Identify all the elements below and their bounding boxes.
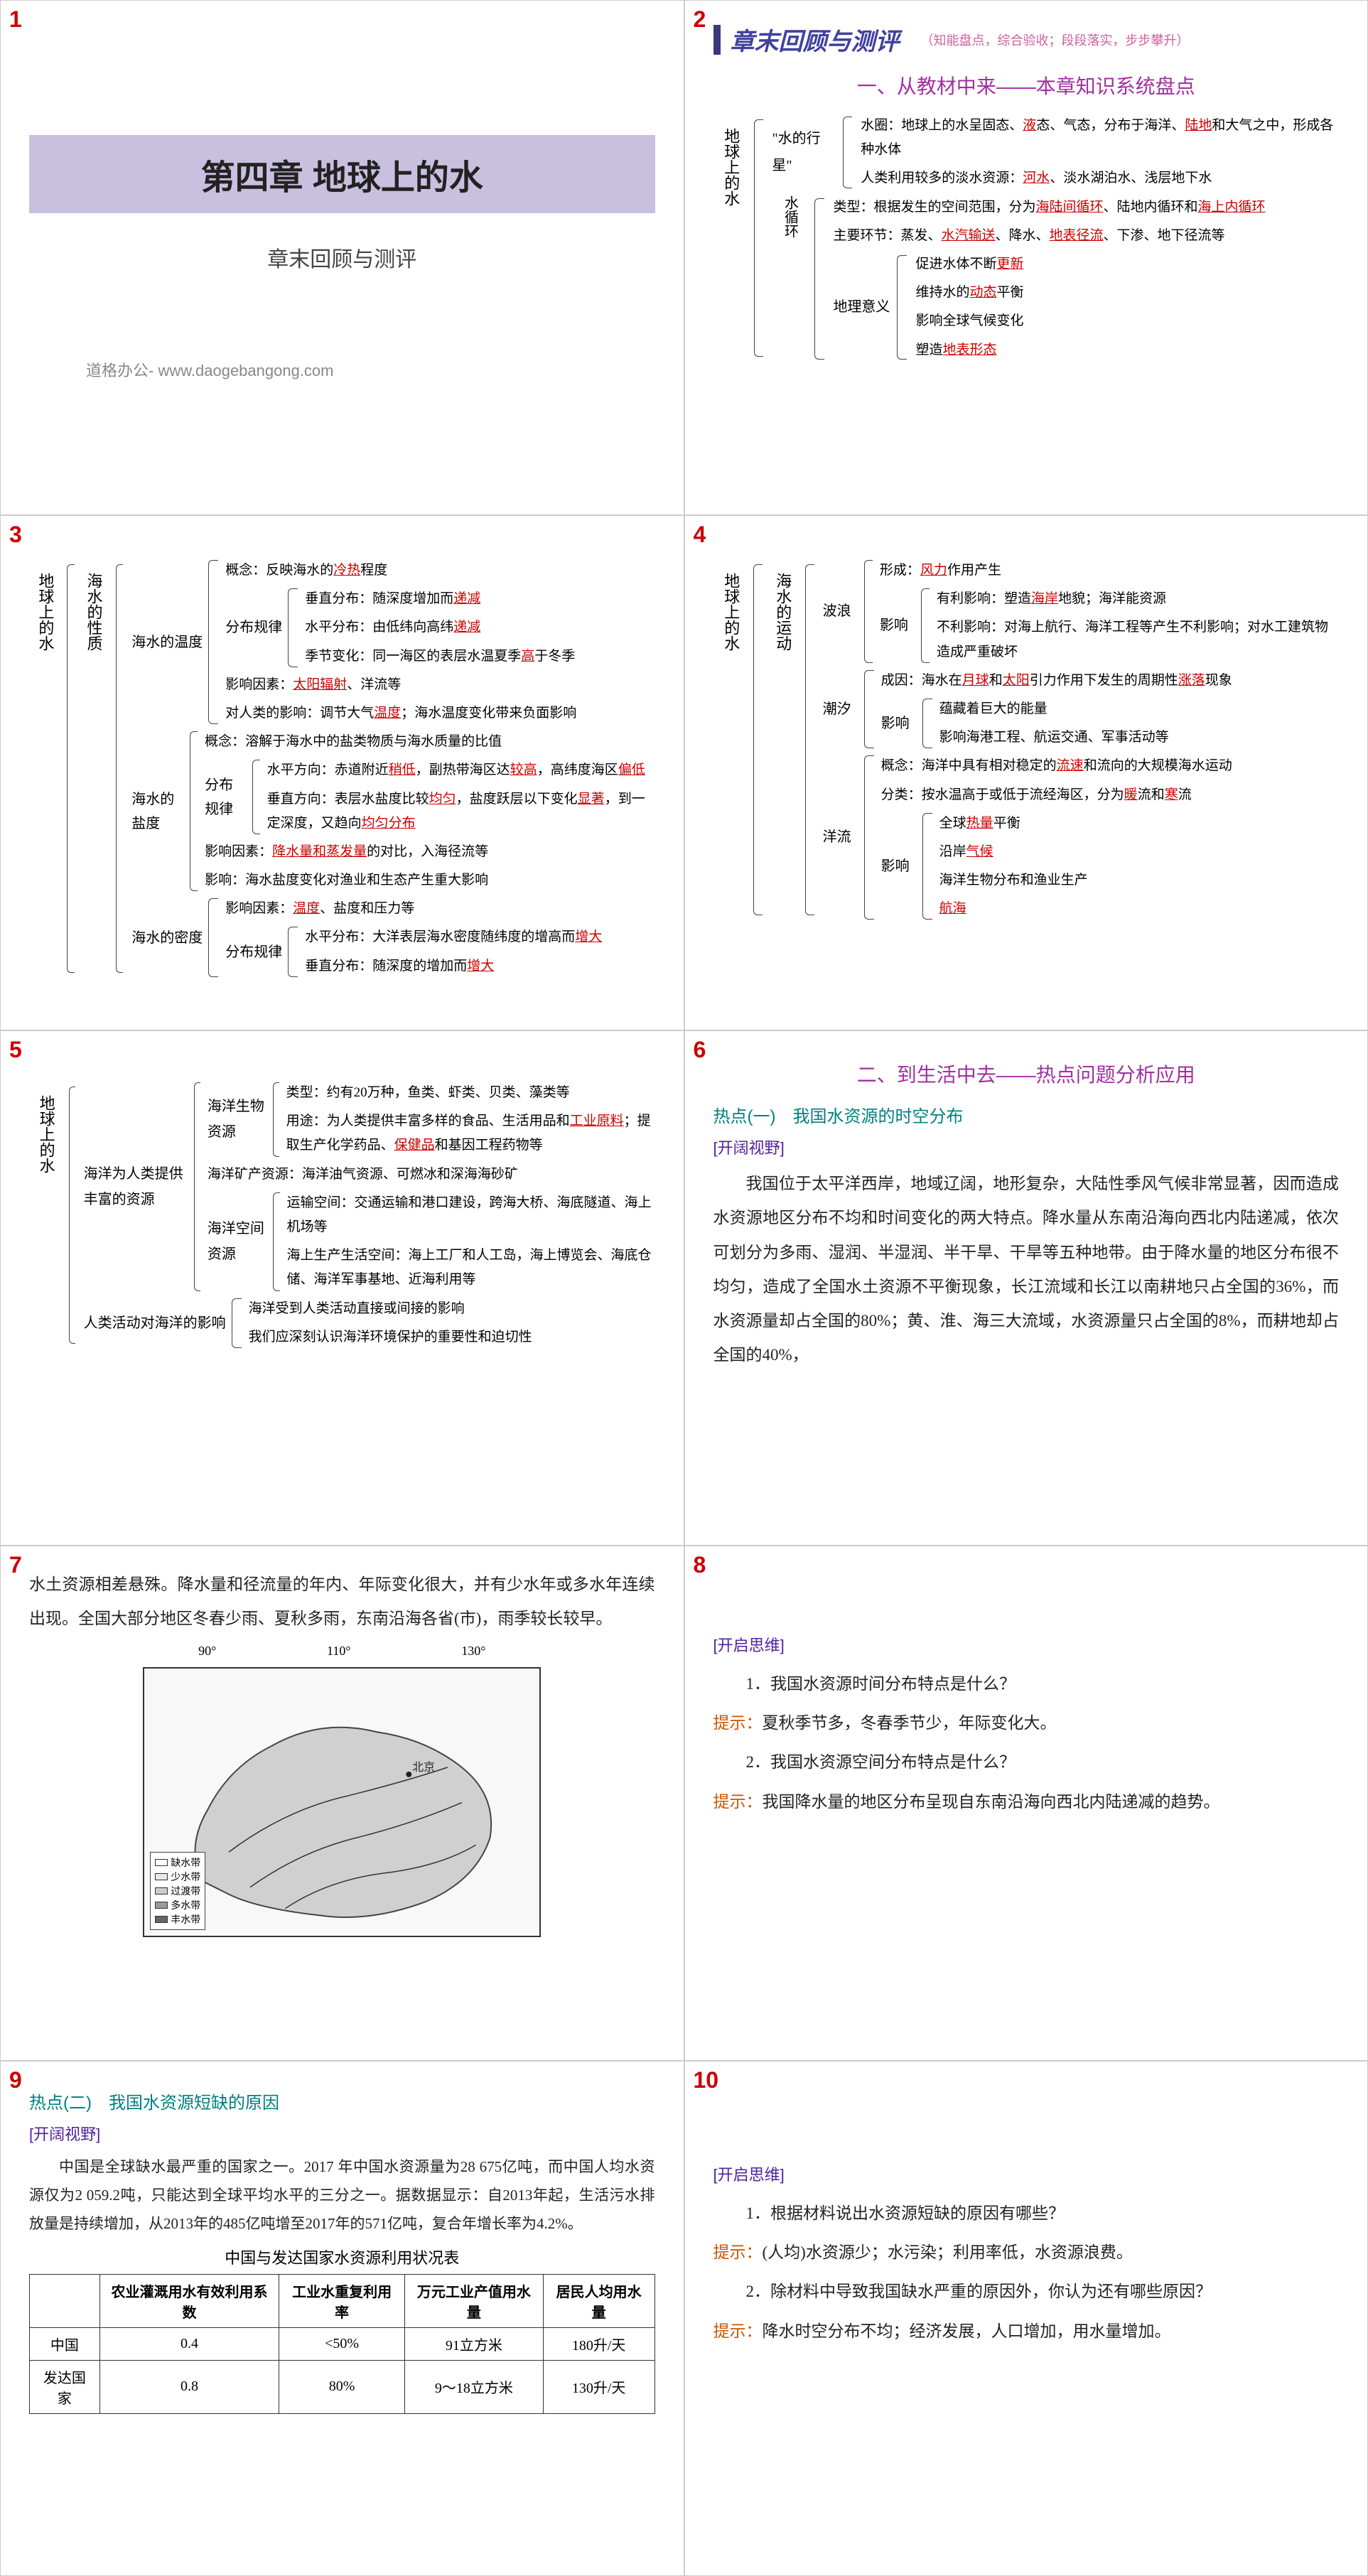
comparison-table: 农业灌溉用水有效利用系数 工业水重复利用率 万元工业产值用水量 居民人均用水量 … <box>29 2274 655 2414</box>
question: 1．我国水资源时间分布特点是什么？ <box>713 1664 1340 1703</box>
label: [开阔视野] <box>29 2122 655 2145</box>
outline-sub: 海水的性质 <box>77 559 109 979</box>
slide-number: 3 <box>9 522 22 548</box>
banner-sub: （知能盘点，综合验收；段段落实，步步攀升） <box>921 31 1190 49</box>
topic-title: 热点(二) 我国水资源短缺的原因 <box>29 2089 655 2113</box>
answer: 提示：降水时空分布不均；经济发展，人口增加，用水量增加。 <box>713 2312 1340 2351</box>
outline-root: 地球上的水 <box>713 559 748 921</box>
slide-2: 2 章末回顾与测评 （知能盘点，综合验收；段段落实，步步攀升） 一、从教材中来—… <box>684 0 1368 515</box>
outline: 地球上的水 "水的行星" 水圈：地球上的水呈固态、液态、气态，分布于海洋、陆地和… <box>713 114 1340 362</box>
qa-list: 1．我国水资源时间分布特点是什么？ 提示：夏秋季节多，冬春季节少，年际变化大。 … <box>713 1664 1340 1821</box>
chapter-title: 第四章 地球上的水 <box>29 149 655 199</box>
outline-sub: 海水的运动 <box>765 559 800 921</box>
question: 2．我国水资源空间分布特点是什么？ <box>713 1742 1340 1782</box>
table-row: 中国 0.4 <50% 91立方米 180升/天 <box>30 2327 655 2360</box>
slide-5: 5 地球上的水 海洋为人类提供丰富的资源 海洋生物资源 类型：约有20万种，鱼类… <box>0 1030 684 1546</box>
section-title: 一、从教材中来——本章知识系统盘点 <box>713 71 1340 99</box>
outline-root: 地球上的水 <box>713 114 749 362</box>
label: [开阔视野] <box>713 1136 1340 1158</box>
slide-number: 4 <box>694 522 706 548</box>
title-bar: 第四章 地球上的水 <box>29 135 655 213</box>
outline-item: 维持水的动态平衡 <box>915 281 1023 305</box>
branch-label: 水循环 <box>772 195 812 362</box>
outline-root: 地球上的水 <box>29 1081 63 1349</box>
outline-item: 人类利用较多的淡水资源：河水、淡水湖泊水、浅层地下水 <box>861 166 1339 190</box>
slide-number: 1 <box>9 6 22 33</box>
branch-label: 地理意义 <box>833 252 894 362</box>
slide-number: 9 <box>9 2067 22 2093</box>
qa-list: 1．根据材料说出水资源短缺的原因有哪些？ 提示：(人均)水资源少；水污染；利用率… <box>713 2194 1340 2351</box>
outline: 地球上的水 海水的性质 海水的温度 概念：反映海水的冷热程度 分布规律 垂直分布… <box>29 559 655 979</box>
answer: 提示：夏秋季节多，冬春季节少，年际变化大。 <box>713 1703 1340 1742</box>
branch-label: 海水的盐度 <box>131 730 188 893</box>
logo-text: 道格办公- www.daogebangong.com <box>86 358 334 381</box>
slide-number: 10 <box>694 2067 719 2093</box>
outline-root: 地球上的水 <box>29 559 61 979</box>
outline-item: 水圈：地球上的水呈固态、液态、气态，分布于海洋、陆地和大气之中，形成各种水体 <box>861 114 1339 162</box>
question: 1．根据材料说出水资源短缺的原因有哪些？ <box>713 2194 1340 2233</box>
table-title: 中国与发达国家水资源利用状况表 <box>29 2246 655 2268</box>
branch-label: 海水的温度 <box>131 559 207 726</box>
outline-item: 主要环节：蒸发、水汽输送、降水、地表径流、下渗、地下径流等 <box>833 224 1265 248</box>
slide-number: 8 <box>694 1552 706 1578</box>
outline-item: 塑造地表形态 <box>915 338 1023 362</box>
branch-label: "水的行星" <box>772 114 840 191</box>
table-row: 发达国家 0.8 80% 9～18立方米 130升/天 <box>30 2360 655 2413</box>
answer: 提示：(人均)水资源少；水污染；利用率低，水资源浪费。 <box>713 2233 1340 2272</box>
slide-number: 6 <box>694 1037 706 1063</box>
answer: 提示：我国降水量的地区分布呈现自东南沿海向西北内陆递减的趋势。 <box>713 1782 1340 1821</box>
outline-item: 概念：反映海水的冷热程度 <box>225 559 576 583</box>
china-map: 北京 缺水带 少水带 过渡带 多水带 丰水带 <box>143 1667 541 1937</box>
svg-text:北京: 北京 <box>413 1761 436 1774</box>
outline: 地球上的水 海洋为人类提供丰富的资源 海洋生物资源 类型：约有20万种，鱼类、虾… <box>29 1081 655 1349</box>
table-header-row: 农业灌溉用水有效利用系数 工业水重复利用率 万元工业产值用水量 居民人均用水量 <box>30 2274 655 2327</box>
slide-number: 2 <box>694 6 706 33</box>
banner-title: 章末回顾与测评 <box>731 22 900 57</box>
slide-4: 4 地球上的水 海水的运动 波浪 形成：风力作用产生 影响 有利影响：塑 <box>684 515 1368 1030</box>
outline-item: 类型：根据发生的空间范围，分为海陆间循环、陆地内循环和海上内循环 <box>833 195 1265 220</box>
section-title: 二、到生活中去——热点问题分析应用 <box>713 1060 1340 1088</box>
slide-1: 1 第四章 地球上的水 章末回顾与测评 道格办公- www.daogebango… <box>0 0 684 515</box>
chapter-subtitle: 章末回顾与测评 <box>267 242 416 273</box>
map-coords: 90° 110° 130° <box>143 1644 541 1659</box>
slide-10: 10 [开启思维] 1．根据材料说出水资源短缺的原因有哪些？ 提示：(人均)水资… <box>684 2061 1368 2576</box>
banner: 章末回顾与测评 （知能盘点，综合验收；段段落实，步步攀升） <box>713 22 1340 57</box>
slide-3: 3 地球上的水 海水的性质 海水的温度 概念：反映海水的冷热程度 分布规律 <box>0 515 684 1030</box>
outline-item: 促进水体不断更新 <box>915 252 1023 276</box>
slide-6: 6 二、到生活中去——热点问题分析应用 热点(一) 我国水资源的时空分布 [开阔… <box>684 1030 1368 1546</box>
branch-label: 海水的密度 <box>131 897 207 979</box>
slide-grid: 1 第四章 地球上的水 章末回顾与测评 道格办公- www.daogebango… <box>0 0 1368 2576</box>
slide-number: 5 <box>9 1037 22 1063</box>
slide-number: 7 <box>9 1552 22 1578</box>
slide-8: 8 [开启思维] 1．我国水资源时间分布特点是什么？ 提示：夏秋季节多，冬春季节… <box>684 1546 1368 2061</box>
slide-7: 7 水土资源相差悬殊。降水量和径流量的年内、年际变化很大，并有少水年或多水年连续… <box>0 1546 684 2061</box>
label: [开启思维] <box>713 1633 1340 1656</box>
paragraph: 中国是全球缺水最严重的国家之一。2017 年中国水资源量为28 675亿吨，而中… <box>29 2153 655 2238</box>
banner-bar <box>713 25 721 55</box>
label: [开启思维] <box>713 2162 1340 2185</box>
paragraph: 我国位于太平洋西岸，地域辽阔，地形复杂，大陆性季风气候非常显著，因而造成水资源地… <box>713 1167 1340 1373</box>
slide-9: 9 热点(二) 我国水资源短缺的原因 [开阔视野] 中国是全球缺水最严重的国家之… <box>0 2061 684 2576</box>
map-legend: 缺水带 少水带 过渡带 多水带 丰水带 <box>150 1852 205 1930</box>
outline: 地球上的水 海水的运动 波浪 形成：风力作用产生 影响 有利影响：塑造海岸地貌；… <box>713 559 1340 921</box>
paragraph: 水土资源相差悬殊。降水量和径流量的年内、年际变化很大，并有少水年或多水年连续出现… <box>29 1568 655 1637</box>
question: 2．除材料中导致我国缺水严重的原因外，你认为还有哪些原因？ <box>713 2272 1340 2311</box>
outline-item: 影响全球气候变化 <box>915 309 1023 333</box>
topic-title: 热点(一) 我国水资源的时空分布 <box>713 1102 1340 1127</box>
